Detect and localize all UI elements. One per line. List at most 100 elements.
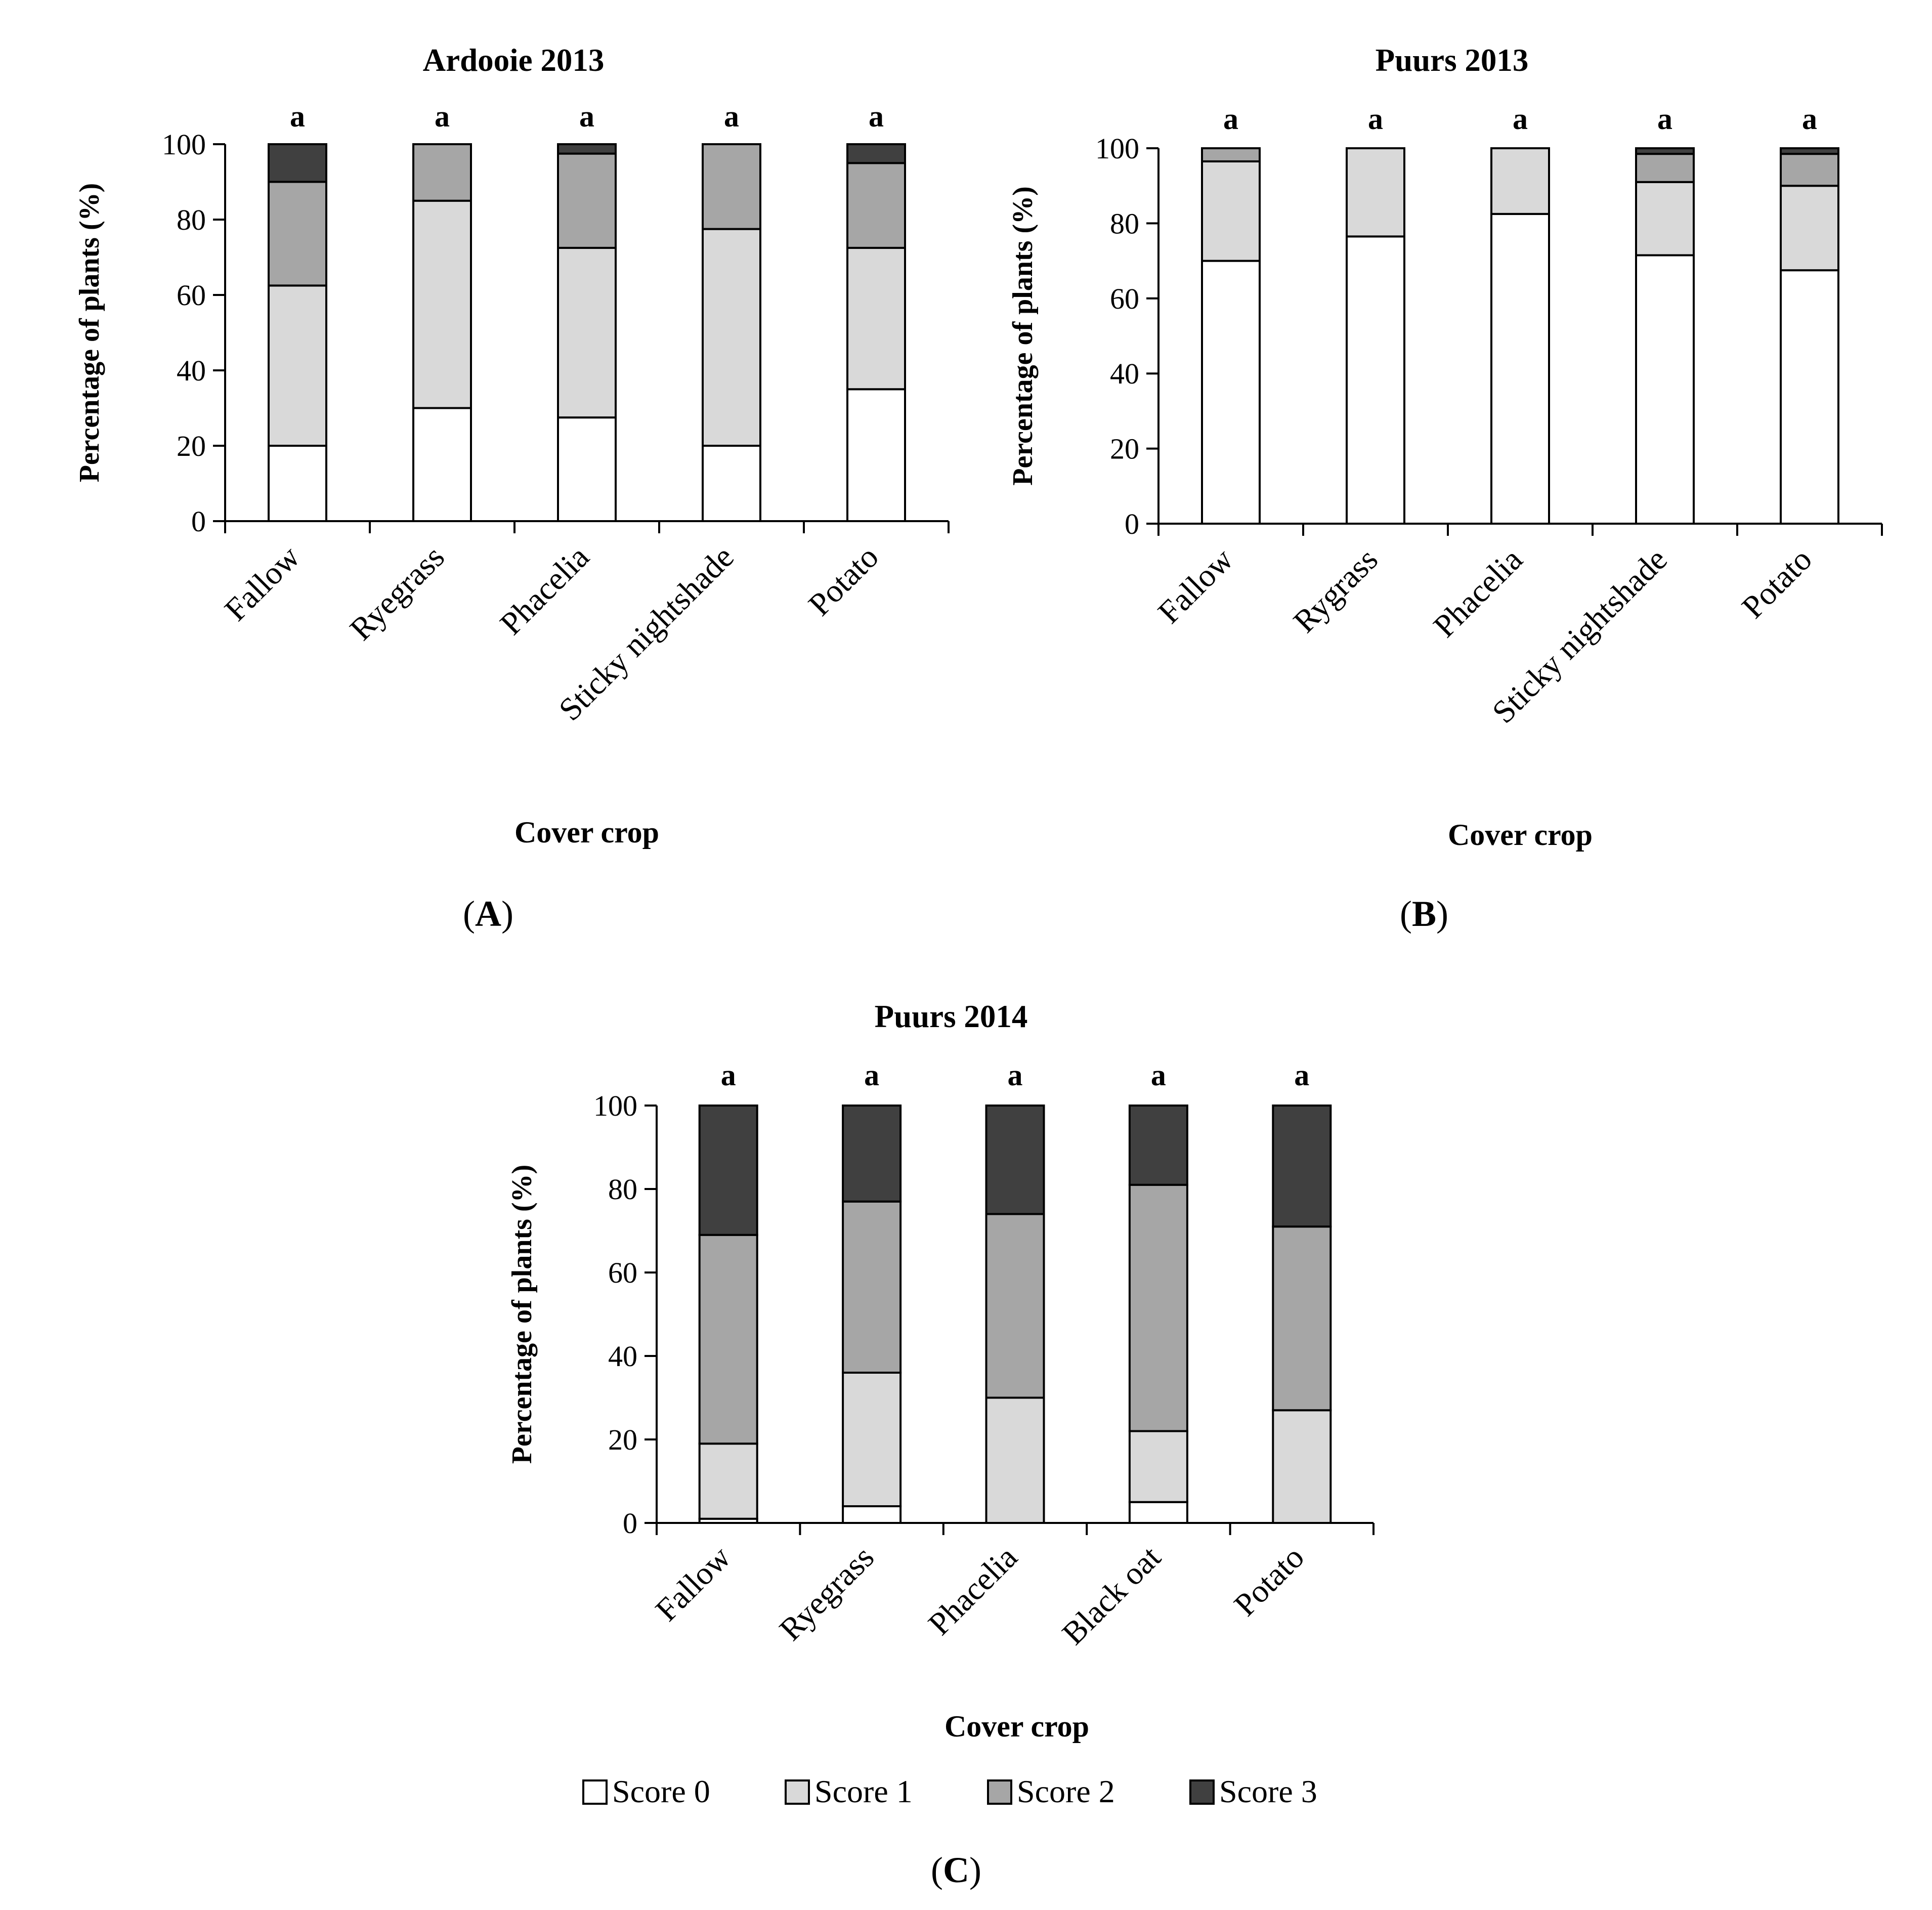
significance-label: a [864, 1058, 879, 1092]
bar-segment-score-1 [1635, 181, 1695, 257]
significance-label: a [1223, 102, 1238, 136]
bar-segment-score-0 [1780, 269, 1839, 525]
bar-segment-score-1 [702, 228, 761, 447]
bar-segment-score-1 [557, 246, 617, 419]
bar-segment-score-2 [1272, 1225, 1332, 1412]
bar-segment-score-0 [842, 1505, 902, 1524]
bar-segment-score-3 [268, 143, 327, 183]
chart-title: Puurs 2014 [875, 999, 1028, 1034]
legend-swatch-score-3 [1189, 1779, 1215, 1805]
bar-segment-score-3 [846, 143, 906, 164]
chart-panel-c: Puurs 2014 0 20 40 60 80 100 a Fallow a Ryegrass a P… [506, 999, 1375, 1890]
x-category-label: Potato [801, 539, 885, 623]
y-tick-label: 0 [1125, 507, 1139, 540]
bar-segment-score-0 [846, 388, 906, 522]
bar-segment-score-0 [1490, 213, 1550, 525]
x-category-label: Rygrass [1286, 541, 1385, 640]
bar-segment-score-0 [1201, 260, 1261, 525]
y-tick-label: 80 [177, 203, 206, 236]
legend-label-score-1: Score 1 [814, 1773, 913, 1809]
x-category-label: Phacelia [921, 1539, 1024, 1642]
bar-segment-score-0 [1635, 254, 1695, 525]
significance-label: a [579, 100, 594, 133]
bar-segment-score-0 [557, 416, 617, 522]
bar-segment-score-3 [1272, 1105, 1332, 1228]
bar-segment-score-2 [1128, 1183, 1188, 1432]
bar-segment-score-3 [698, 1105, 758, 1236]
legend-label-score-0: Score 0 [612, 1773, 710, 1809]
bar-segment-score-3 [1635, 147, 1695, 155]
chart-panel-a: Ardooie 2013 0 20 40 60 80 100 a Fallow a Ryegrass… [74, 43, 950, 934]
y-tick-label: 20 [608, 1423, 637, 1456]
x-axis-label: Cover crop [944, 1710, 1089, 1743]
y-tick-label: 20 [1110, 433, 1139, 465]
bar-segment-score-2 [842, 1200, 902, 1374]
bar-segment-score-2 [985, 1213, 1045, 1399]
x-category-label: Potato [1735, 541, 1819, 625]
bar-segment-score-1 [412, 199, 472, 409]
panel-label: (B) [1400, 894, 1448, 934]
y-tick-label: 40 [1110, 357, 1139, 390]
bar-segment-score-3 [842, 1105, 902, 1203]
bar-segment-score-1 [846, 246, 906, 391]
bar-segment-score-2 [702, 143, 761, 230]
significance-label: a [1368, 102, 1383, 136]
legend-swatch-score-0 [582, 1779, 608, 1805]
y-tick-label: 80 [1110, 207, 1139, 240]
significance-label: a [1151, 1058, 1166, 1092]
y-tick-label: 0 [623, 1507, 637, 1540]
y-tick-label: 60 [177, 279, 206, 312]
bar-segment-score-3 [1780, 147, 1839, 155]
x-category-label: Ryegrass [343, 539, 451, 647]
y-tick-label: 100 [162, 128, 206, 161]
bar-segment-score-1 [842, 1372, 902, 1507]
significance-label: a [1657, 102, 1672, 136]
legend-label-score-3: Score 3 [1219, 1773, 1317, 1809]
significance-label: a [435, 100, 450, 133]
y-tick-label: 60 [608, 1256, 637, 1289]
bar-segment-score-0 [1346, 235, 1405, 525]
bar-segment-score-0 [412, 407, 472, 522]
legend: Score 0 Score 1 Score 2 Score 3 [582, 1773, 1317, 1809]
bar-segment-score-2 [1635, 153, 1695, 183]
bar-segment-score-2 [846, 162, 906, 249]
bar-segment-score-1 [698, 1442, 758, 1520]
significance-label: a [1294, 1058, 1309, 1092]
y-tick-label: 40 [608, 1340, 637, 1373]
bar-segment-score-3 [1128, 1105, 1188, 1186]
y-axis-label: Percentage of plants (%) [506, 1165, 538, 1464]
bar-segment-score-2 [557, 152, 617, 249]
y-tick-label: 80 [608, 1173, 637, 1206]
panel-label: (C) [931, 1850, 981, 1890]
x-category-label: Potato [1227, 1539, 1311, 1623]
y-tick-label: 20 [177, 430, 206, 462]
y-tick-label: 100 [593, 1089, 637, 1122]
bar-segment-score-1 [1272, 1409, 1332, 1524]
legend-swatch-score-2 [987, 1779, 1012, 1805]
legend-label-score-2: Score 2 [1017, 1773, 1115, 1809]
bar-segment-score-2 [412, 143, 472, 202]
bar-segment-score-1 [268, 284, 327, 447]
y-tick-label: 0 [191, 505, 206, 538]
y-tick-label: 100 [1095, 132, 1139, 165]
bar-segment-score-3 [985, 1105, 1045, 1215]
x-category-label: Black oat [1055, 1539, 1168, 1652]
significance-label: a [869, 100, 884, 133]
x-category-label: Ryegrass [772, 1539, 881, 1647]
bar-segment-score-1 [1128, 1430, 1188, 1503]
bar-segment-score-1 [985, 1396, 1045, 1524]
legend-swatch-score-1 [785, 1779, 810, 1805]
y-tick-label: 40 [177, 354, 206, 387]
bar-segment-score-2 [1201, 147, 1261, 162]
y-axis-label: Percentage of plants (%) [1007, 186, 1039, 486]
bar-segment-score-1 [1201, 160, 1261, 262]
x-category-label: Phacelia [493, 539, 595, 642]
bar-segment-score-2 [1780, 153, 1839, 187]
bar-segment-score-0 [268, 445, 327, 522]
significance-label: a [1802, 102, 1817, 136]
significance-label: a [290, 100, 305, 133]
significance-label: a [724, 100, 739, 133]
panel-label: (A) [463, 894, 513, 934]
x-axis-label: Cover crop [1448, 818, 1593, 852]
